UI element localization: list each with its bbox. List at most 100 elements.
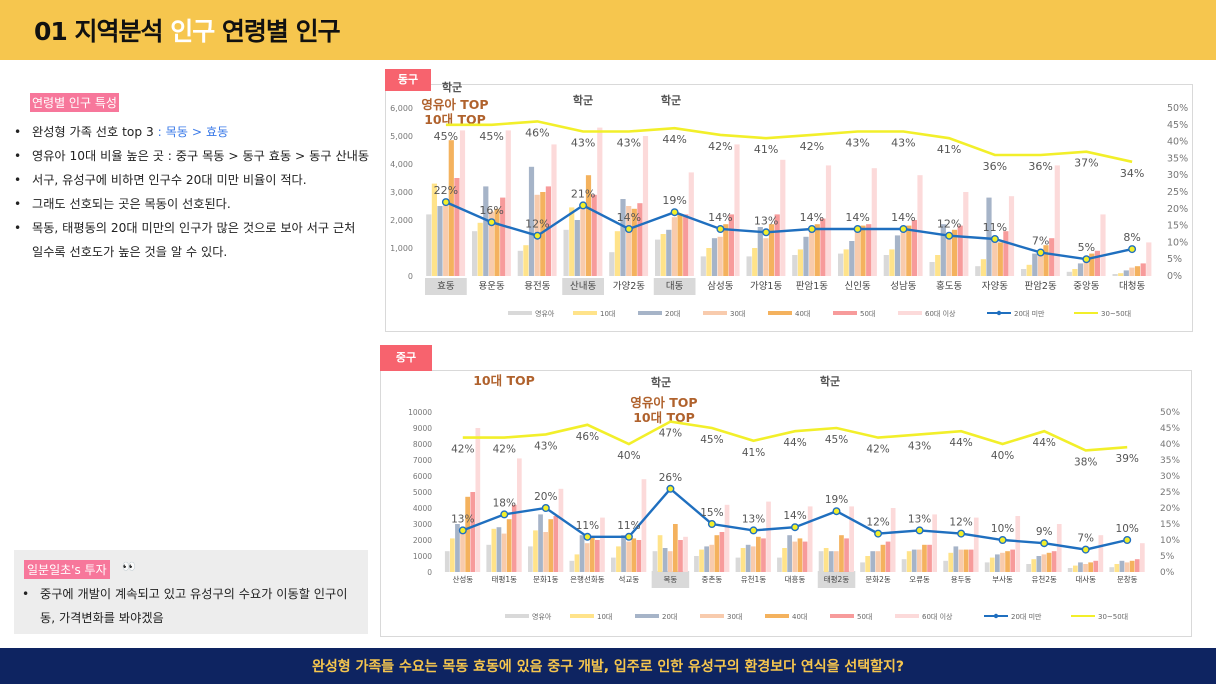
bar	[953, 546, 959, 572]
bar	[1100, 214, 1106, 276]
bar	[1005, 551, 1010, 572]
data-label: 42%	[451, 444, 474, 456]
bar	[574, 220, 580, 276]
bullet-item: 목동, 태평동의 20대 미만의 인구가 많은 것으로 보아 서구 근처 일수록…	[14, 216, 370, 264]
data-label: 38%	[1074, 456, 1097, 468]
category-label: 부사동	[992, 575, 1013, 584]
bar	[660, 234, 666, 276]
bar	[706, 248, 712, 276]
data-label: 14%	[617, 211, 641, 224]
data-label: 43%	[908, 440, 931, 452]
y2-tick-label: 5%	[1167, 254, 1182, 265]
bar	[745, 544, 751, 572]
bar	[906, 551, 912, 572]
data-label: 39%	[1116, 453, 1139, 465]
data-label: 10%	[1116, 523, 1139, 535]
bar	[426, 214, 432, 276]
bar	[475, 428, 481, 572]
data-label: 14%	[891, 211, 915, 224]
annotation-school: 학군	[650, 376, 672, 389]
bar	[828, 551, 834, 572]
feature-list: 완성형 가족 선호 top 3 : 목동 > 효동 영유아 10대 비율 높은 …	[14, 120, 370, 264]
bar	[946, 235, 952, 276]
data-label: 42%	[493, 444, 516, 456]
bar	[548, 519, 554, 572]
bar	[740, 548, 746, 572]
data-label: 40%	[617, 450, 640, 462]
bar	[1037, 250, 1043, 276]
category-label: 문창동	[1117, 575, 1138, 584]
data-label: 43%	[891, 137, 915, 150]
bar	[1140, 543, 1145, 572]
bar	[875, 551, 881, 572]
bar	[500, 197, 506, 276]
bar	[871, 168, 877, 276]
data-label: 22%	[434, 184, 458, 197]
legend-swatch	[833, 311, 857, 315]
bar	[894, 235, 901, 276]
eyes-icon: 👀	[122, 560, 136, 573]
bar	[834, 551, 839, 572]
bar	[763, 238, 769, 276]
y2-tick-label: 25%	[1167, 187, 1188, 198]
legend-swatch	[830, 614, 854, 618]
bar	[1049, 238, 1055, 276]
bar	[1032, 253, 1038, 276]
bar	[501, 533, 507, 572]
bar	[1094, 250, 1100, 276]
bar	[1134, 266, 1141, 276]
bar	[980, 259, 986, 276]
chart-tag-junggu: 중구	[380, 345, 432, 371]
category-label: 용운동	[478, 281, 504, 292]
category-label: 용전동	[524, 281, 550, 292]
bar	[569, 560, 575, 572]
bar	[768, 224, 775, 276]
data-label: 44%	[662, 133, 686, 146]
category-label: 가양1동	[750, 281, 783, 292]
y-tick-label: 5,000	[390, 132, 413, 141]
line-point	[541, 503, 550, 512]
series-line	[445, 201, 1133, 261]
investment-label: 일분일초's 투자	[24, 560, 110, 579]
bar	[591, 194, 597, 276]
legend-marker	[996, 310, 1002, 316]
category-label: 용두동	[951, 575, 972, 584]
legend-swatch	[700, 614, 724, 618]
bar	[496, 527, 502, 572]
y2-tick-label: 20%	[1167, 204, 1188, 215]
y-tick-label: 1000	[413, 552, 432, 561]
bullet-text: 영유아 10대 비율 높은 곳 : 중구 목동 > 동구 효동 > 동구 산내동	[32, 149, 370, 163]
annotation-infant-top: 영유아 TOP	[421, 97, 489, 112]
legend-swatch	[573, 311, 597, 315]
data-label: 7%	[1077, 533, 1094, 545]
legend-swatch	[570, 614, 594, 618]
bar	[927, 544, 932, 572]
bar	[880, 544, 886, 572]
category-label: 중앙동	[1073, 280, 1099, 292]
line-point	[1082, 255, 1091, 264]
y-tick-label: 6,000	[390, 104, 413, 113]
bar	[611, 557, 616, 572]
category-label: 성남동	[890, 281, 916, 292]
legend-label: 60대 이상	[925, 309, 956, 318]
category-highlight	[562, 278, 604, 295]
bar	[662, 548, 668, 572]
bar	[792, 255, 798, 276]
bar	[1114, 564, 1120, 572]
bar	[838, 253, 844, 276]
legend-label: 30~50대	[1098, 613, 1128, 621]
bullet-text: 그래도 선호되는 곳은 목동이 선호된다.	[32, 197, 231, 211]
bar	[641, 479, 647, 572]
bar	[533, 530, 538, 572]
data-label: 13%	[754, 214, 778, 227]
bar	[719, 532, 725, 572]
bar	[844, 538, 849, 572]
y2-tick-label: 45%	[1160, 424, 1180, 434]
legend-swatch	[635, 614, 659, 618]
bar	[782, 548, 787, 572]
category-label: 산성동	[452, 574, 473, 584]
bar	[883, 255, 889, 276]
data-label: 41%	[754, 143, 778, 156]
category-label: 유천2동	[1031, 574, 1057, 584]
data-label: 44%	[1033, 437, 1056, 449]
